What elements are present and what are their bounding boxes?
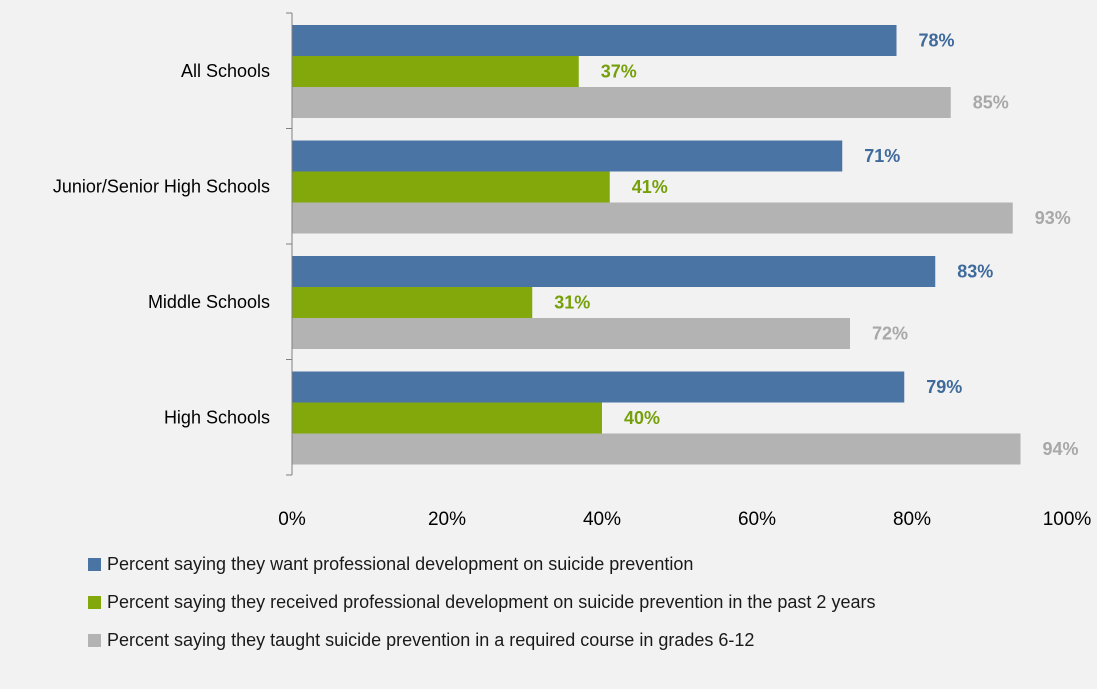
legend-label-received: Percent saying they received professiona… [107, 591, 876, 612]
data-label: 78% [919, 31, 955, 51]
category-label: Middle Schools [148, 292, 270, 312]
x-tick-label: 60% [738, 509, 776, 530]
bar [292, 318, 850, 349]
legend-label-taught: Percent saying they taught suicide preve… [107, 629, 755, 650]
legend-item-taught: Percent saying they taught suicide preve… [88, 628, 754, 652]
x-tick-label: 40% [583, 509, 621, 530]
data-label: 83% [957, 262, 993, 282]
data-label: 79% [926, 377, 962, 397]
legend-item-received: Percent saying they received professiona… [88, 590, 875, 614]
bar [292, 287, 533, 318]
legend-label-want: Percent saying they want professional de… [107, 553, 694, 574]
category-label: High Schools [164, 407, 270, 427]
x-tick-label: 20% [428, 509, 466, 530]
category-label: Junior/Senior High Schools [53, 176, 270, 196]
category-label: All Schools [181, 61, 270, 81]
legend-swatch-received [88, 595, 101, 609]
legend-item-want: Percent saying they want professional de… [88, 552, 693, 576]
bar [292, 371, 905, 403]
data-label: 41% [632, 177, 668, 197]
bar [292, 25, 897, 56]
data-label: 93% [1035, 208, 1071, 228]
bar [292, 433, 1021, 465]
bar [292, 56, 579, 87]
legend-swatch-taught [88, 633, 101, 647]
bar [292, 202, 1013, 234]
x-tick-label: 80% [893, 509, 931, 530]
x-tick-label: 0% [278, 509, 306, 530]
data-label: 31% [554, 293, 590, 313]
bar [292, 171, 610, 203]
bar [292, 256, 936, 287]
bar [292, 87, 951, 118]
bar [292, 402, 602, 434]
data-label: 72% [872, 324, 908, 344]
bar [292, 140, 843, 172]
data-label: 85% [973, 93, 1009, 113]
x-tick-label: 100% [1043, 509, 1092, 530]
data-label: 94% [1043, 439, 1079, 459]
data-label: 37% [601, 62, 637, 82]
legend-swatch-want [88, 557, 101, 571]
data-label: 71% [864, 146, 900, 166]
data-label: 40% [624, 408, 660, 428]
